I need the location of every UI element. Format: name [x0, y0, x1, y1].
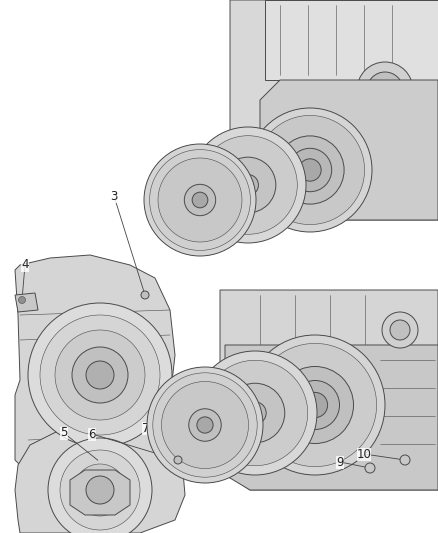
Text: 1: 1	[208, 164, 216, 176]
Circle shape	[193, 351, 317, 475]
Circle shape	[276, 367, 353, 443]
Circle shape	[225, 383, 285, 443]
Circle shape	[60, 450, 140, 530]
Circle shape	[189, 409, 221, 441]
Circle shape	[190, 127, 306, 243]
Polygon shape	[15, 255, 175, 480]
Polygon shape	[265, 0, 438, 80]
Circle shape	[249, 407, 261, 418]
Circle shape	[184, 184, 215, 216]
Circle shape	[367, 72, 403, 108]
Polygon shape	[220, 290, 438, 490]
Circle shape	[254, 343, 377, 466]
Circle shape	[192, 192, 208, 208]
Text: 4: 4	[21, 259, 29, 271]
Circle shape	[244, 402, 266, 424]
Circle shape	[55, 330, 145, 420]
Circle shape	[141, 291, 149, 299]
Circle shape	[245, 335, 385, 475]
Text: 9: 9	[336, 456, 344, 469]
Circle shape	[153, 373, 257, 477]
Circle shape	[390, 320, 410, 340]
Circle shape	[248, 108, 372, 232]
Circle shape	[40, 315, 160, 435]
Circle shape	[299, 159, 321, 181]
Text: 10: 10	[357, 448, 371, 461]
Circle shape	[237, 175, 258, 196]
Circle shape	[255, 116, 364, 224]
Circle shape	[220, 157, 276, 213]
Circle shape	[150, 150, 251, 251]
Text: 8: 8	[210, 389, 218, 401]
Circle shape	[400, 455, 410, 465]
Circle shape	[197, 417, 213, 433]
Circle shape	[162, 382, 248, 469]
Polygon shape	[15, 425, 185, 533]
Polygon shape	[225, 345, 438, 490]
Circle shape	[158, 158, 242, 242]
Polygon shape	[230, 0, 438, 220]
Bar	[22, 445, 52, 461]
Text: 7: 7	[142, 422, 150, 434]
Circle shape	[174, 456, 182, 464]
Circle shape	[202, 360, 308, 466]
Circle shape	[377, 82, 393, 98]
Circle shape	[74, 464, 126, 516]
Text: 3: 3	[110, 190, 118, 203]
Circle shape	[243, 180, 253, 190]
Circle shape	[288, 148, 332, 192]
Circle shape	[276, 136, 344, 204]
Text: 2: 2	[166, 188, 174, 200]
Circle shape	[199, 136, 297, 235]
Circle shape	[302, 392, 328, 417]
Text: 6: 6	[88, 427, 96, 440]
Circle shape	[365, 463, 375, 473]
Circle shape	[18, 296, 25, 303]
Circle shape	[86, 476, 114, 504]
Circle shape	[290, 381, 339, 430]
Circle shape	[48, 438, 152, 533]
Circle shape	[382, 312, 418, 348]
Circle shape	[357, 62, 413, 118]
Polygon shape	[70, 470, 130, 515]
Circle shape	[72, 347, 128, 403]
Polygon shape	[260, 80, 438, 220]
Circle shape	[147, 367, 263, 483]
Bar	[22, 508, 52, 524]
Circle shape	[86, 361, 114, 389]
Circle shape	[144, 144, 256, 256]
Polygon shape	[15, 293, 38, 312]
Text: 5: 5	[60, 426, 68, 440]
Circle shape	[28, 303, 172, 447]
